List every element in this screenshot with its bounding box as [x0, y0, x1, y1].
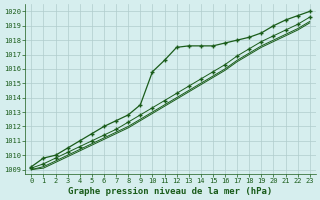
X-axis label: Graphe pression niveau de la mer (hPa): Graphe pression niveau de la mer (hPa)	[68, 187, 273, 196]
